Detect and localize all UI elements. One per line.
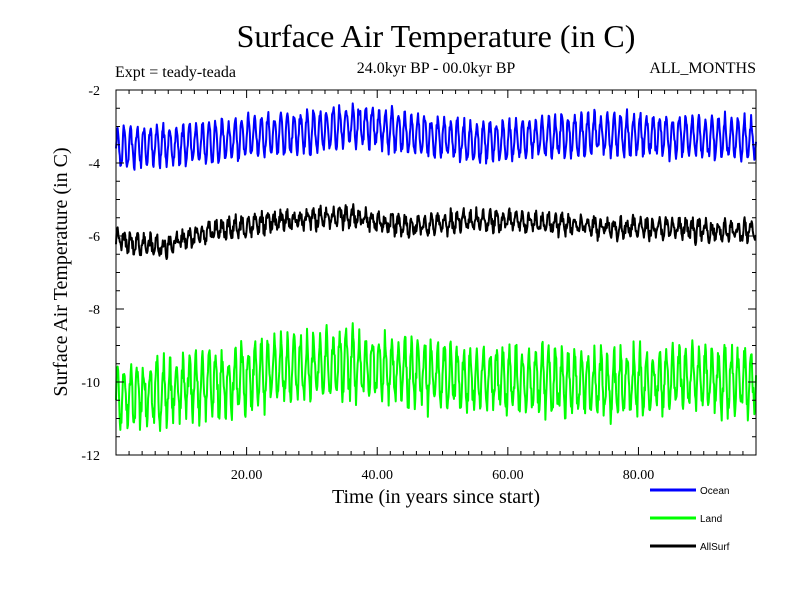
y-tick-label: -12 [81, 449, 100, 464]
experiment-label: Expt = teady-teada [115, 64, 236, 81]
y-tick-label: -8 [88, 303, 100, 318]
series-line-ocean [115, 102, 757, 171]
y-axis-label: Surface Air Temperature (in C) [50, 147, 72, 396]
x-axis: 20.00 40.00 60.00 80.00 [128, 90, 744, 483]
y-tick-label: -4 [88, 157, 100, 172]
chart-title: Surface Air Temperature (in C) [237, 18, 636, 54]
x-tick-label: 60.00 [492, 468, 524, 483]
legend-label-land: Land [700, 514, 722, 525]
legend-label-allsurf: AllSurf [700, 542, 730, 553]
legend-label-ocean: Ocean [700, 486, 729, 497]
series-line-land [115, 322, 757, 432]
x-axis-label: Time (in years since start) [332, 486, 540, 508]
x-tick-label: 40.00 [361, 468, 393, 483]
legend: Ocean Land AllSurf [650, 486, 730, 553]
y-axis: -2 -4 -6 -8 -10 -12 [81, 84, 756, 464]
period-label: 24.0kyr BP - 00.0kyr BP [357, 60, 516, 77]
series-layer [115, 102, 757, 432]
y-tick-label: -6 [88, 230, 100, 245]
y-tick-label: -10 [81, 376, 100, 391]
y-tick-label: -2 [88, 84, 100, 99]
months-label: ALL_MONTHS [649, 60, 756, 77]
x-tick-label: 20.00 [231, 468, 263, 483]
series-line-allsurf [115, 203, 757, 261]
x-tick-label: 80.00 [623, 468, 655, 483]
